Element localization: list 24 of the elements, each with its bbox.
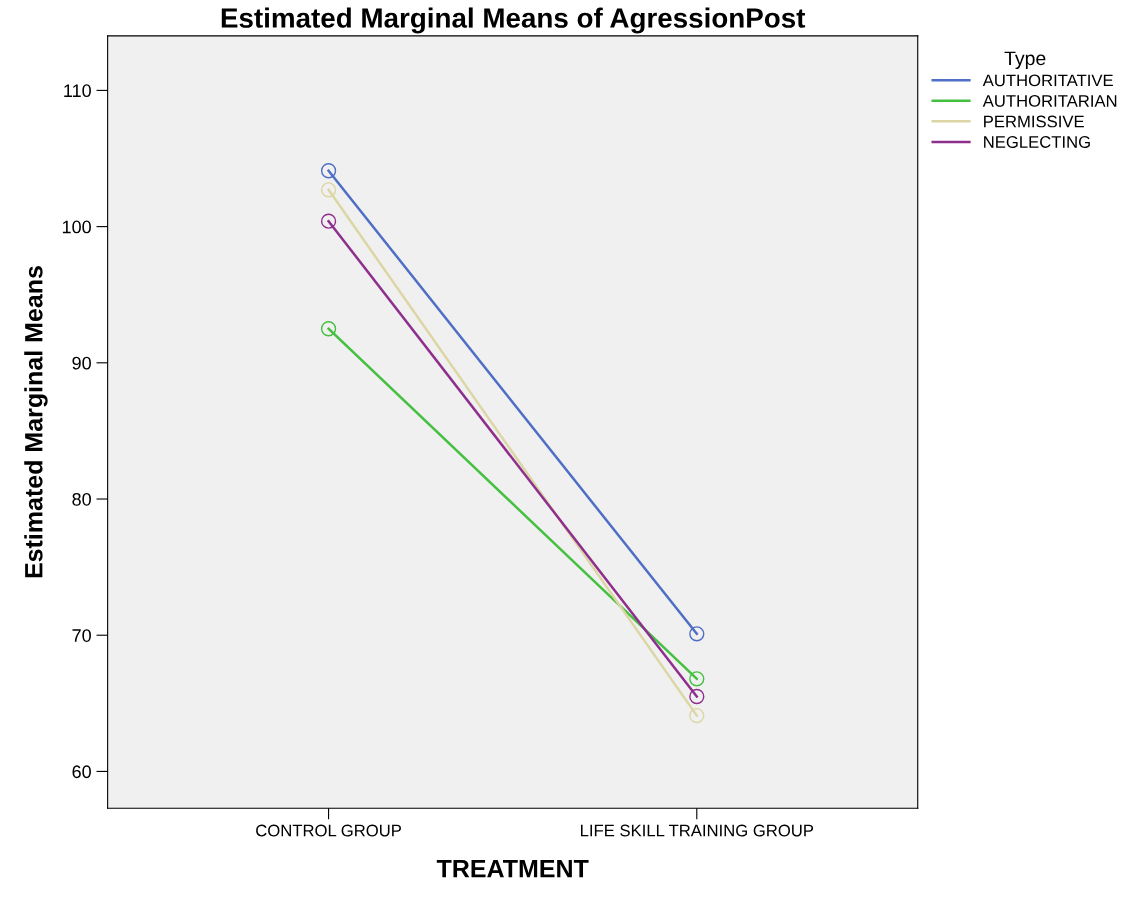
legend-label: NEGLECTING [984,136,1090,148]
legend-label: PERMISSIVE [984,115,1084,128]
legend-title: Type [1004,51,1046,70]
x-axis-title: TREATMENT [436,860,589,878]
point [320,321,337,337]
y-tick-label: 90 [72,356,91,370]
y-tick-label: 60 [72,765,91,779]
point [689,626,705,642]
y-tick-label: 100 [62,220,91,234]
x-tick-label: LIFE SKILL TRAINING GROUP [581,824,814,837]
point [320,163,337,179]
y-axis-title: Estimated Marginal Means [24,266,48,578]
legend-label: AUTHORITATIVE [982,74,1113,87]
point [689,671,705,687]
point [320,182,337,198]
point [689,688,705,705]
y-tick-label: 70 [72,629,91,642]
point [320,213,337,229]
y-tick-label: 80 [72,492,91,506]
x-tick-label: CONTROL GROUP [256,824,401,837]
point [689,707,705,724]
legend-label: AUTHORITARIAN [982,95,1117,107]
y-tick-label: 110 [64,84,91,98]
chart-title: Estimated Marginal Means of AgressionPost [221,7,806,34]
